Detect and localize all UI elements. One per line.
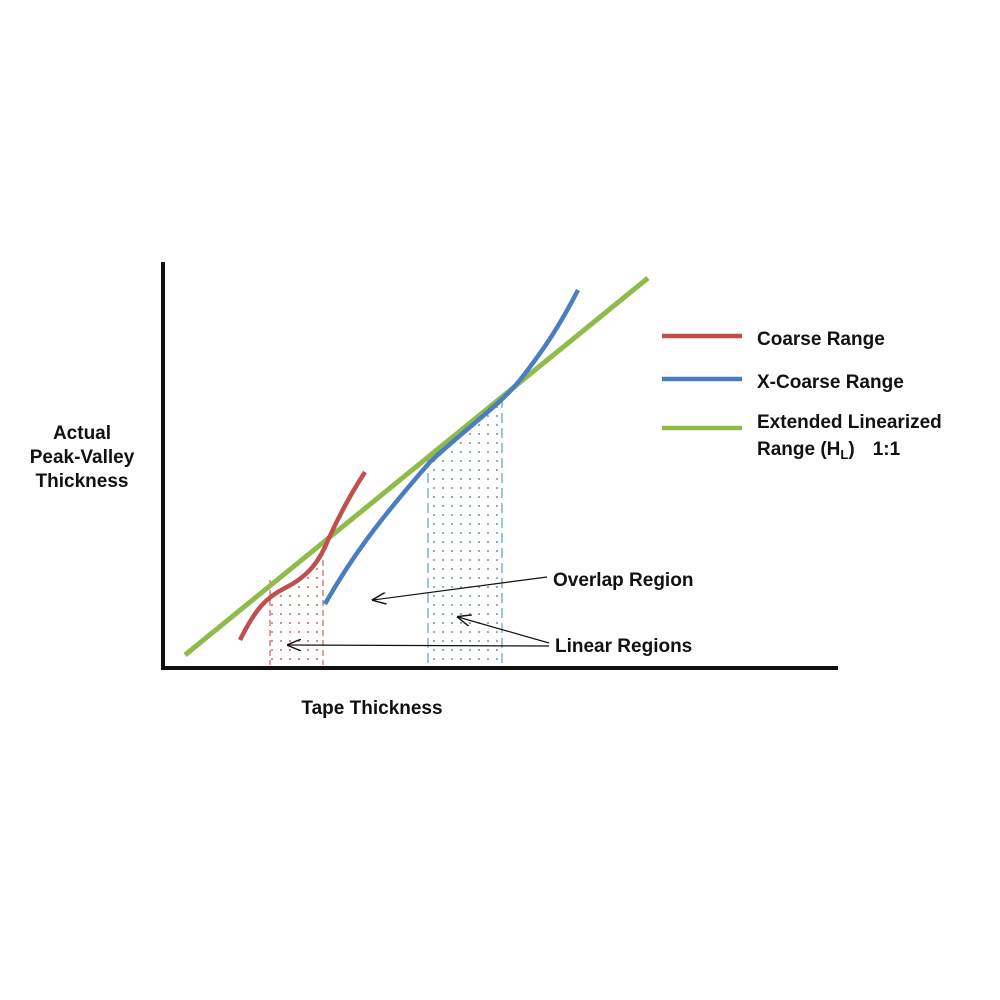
linearized-line [183, 276, 650, 657]
arrow [288, 645, 550, 646]
y-label: Actual [53, 423, 111, 444]
y-label: Peak-Valley [30, 447, 135, 468]
arrow [458, 617, 550, 644]
legend-label-part: 1:1 [873, 439, 901, 460]
legend-label: Extended Linearized [757, 412, 942, 433]
y-label: Thickness [36, 471, 129, 492]
legend-subscript: L [840, 447, 848, 462]
linear-region-coarse [270, 552, 323, 665]
legend-label: X-Coarse Range [757, 372, 904, 393]
coarse-curve [237, 470, 367, 642]
arrow [373, 576, 548, 600]
x-label: Tape Thickness [301, 698, 442, 719]
legend-label-part: Range (H [757, 439, 840, 460]
xcoarse-curve [323, 288, 581, 606]
legend-label: Coarse Range [757, 329, 885, 350]
linear-region-xcoarse [428, 398, 502, 665]
annotation: Linear Regions [555, 636, 692, 657]
annotation: Overlap Region [553, 570, 693, 591]
legend-label: Range (HL) 1:1 [757, 439, 901, 462]
legend-label-part: ) [848, 439, 854, 460]
